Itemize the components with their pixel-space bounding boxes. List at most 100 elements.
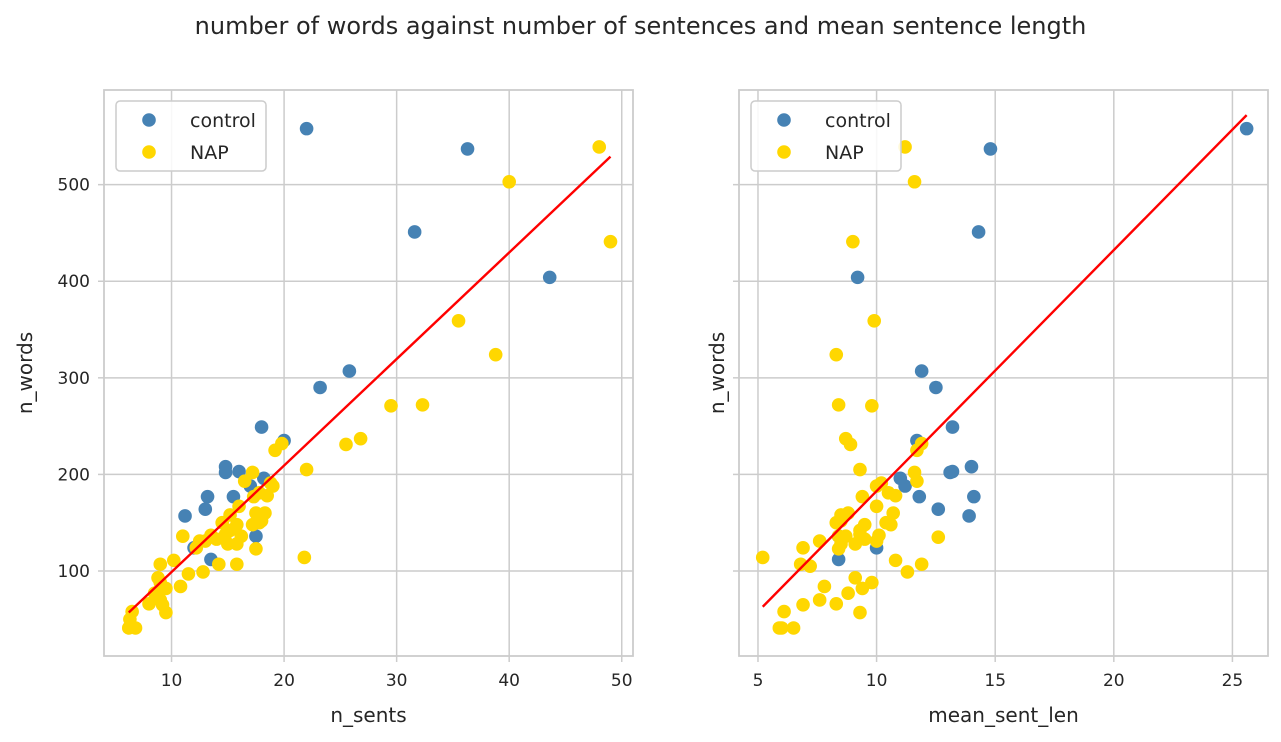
data-point-nap [829, 515, 844, 530]
data-point-nap [196, 565, 210, 579]
data-point-nap [812, 593, 827, 607]
data-point-nap [299, 462, 314, 477]
fit-line [127, 155, 612, 614]
data-point-nap [914, 436, 929, 451]
data-point-control [198, 502, 213, 516]
series-control [831, 121, 1254, 567]
data-point-nap [865, 399, 879, 413]
x-tick-label: 40 [498, 671, 520, 691]
data-point-nap [451, 314, 466, 328]
data-point-nap [384, 399, 398, 413]
data-point-nap [900, 565, 915, 579]
data-point-nap [869, 499, 884, 514]
data-point-control [254, 420, 269, 434]
scatter-panel-mean-sent-len: 5 10 15 20 25 mean_sent_len n_words control NAP [705, 89, 1269, 727]
x-tick-label: 20 [273, 671, 295, 691]
data-point-control [893, 471, 908, 486]
series-nap [121, 140, 618, 635]
data-point-nap [339, 437, 353, 452]
data-point-nap [353, 431, 368, 446]
data-point-nap [173, 579, 188, 594]
data-point-control [964, 459, 979, 474]
axes-frame [738, 89, 1269, 657]
axes-frame [103, 89, 634, 657]
data-point-nap [249, 541, 263, 556]
x-axis-label: n_sents [330, 703, 406, 727]
data-point-nap [843, 437, 858, 452]
data-point-control [407, 225, 422, 239]
data-point-nap [592, 140, 607, 154]
series-nap [755, 140, 946, 635]
data-point-nap [855, 489, 870, 504]
data-point-control [945, 420, 960, 434]
y-axis-label: n_words [13, 332, 37, 414]
data-point-nap [888, 488, 903, 503]
fit-line [761, 114, 1248, 608]
data-point-control [249, 529, 263, 544]
y-tick-label: 300 [58, 369, 90, 389]
y-tick-label: 500 [58, 176, 90, 196]
data-point-nap [884, 517, 898, 532]
data-point-nap [230, 537, 244, 551]
data-point-control [912, 489, 927, 504]
data-point-nap [855, 581, 870, 596]
data-point-control [200, 489, 215, 504]
data-point-control [542, 270, 557, 285]
data-point-control [931, 502, 946, 516]
data-point-nap [254, 513, 269, 528]
data-point-control [299, 121, 314, 136]
data-point-nap [829, 347, 844, 362]
data-point-control [313, 380, 327, 395]
data-point-nap [869, 534, 884, 548]
data-point-control [967, 489, 981, 504]
legend-marker-nap [777, 145, 791, 159]
data-point-nap [159, 605, 173, 620]
data-point-nap [831, 541, 846, 556]
y-tick-label: 200 [58, 465, 90, 485]
data-point-nap [297, 550, 312, 565]
data-point-nap [603, 234, 618, 249]
data-point-nap [153, 557, 168, 572]
x-tick-label: 25 [1222, 671, 1244, 691]
data-point-nap [275, 436, 289, 451]
data-point-control [218, 465, 233, 480]
data-point-nap [415, 398, 430, 412]
data-point-nap [796, 541, 810, 555]
data-point-nap [181, 567, 196, 581]
data-point-nap [812, 534, 827, 548]
data-point-nap [232, 499, 246, 514]
data-point-nap [230, 557, 244, 572]
data-point-control [1239, 121, 1254, 136]
legend-marker-control [142, 113, 156, 127]
data-point-nap [128, 621, 143, 635]
series-control [178, 121, 557, 567]
x-axis-label: mean_sent_len [928, 703, 1079, 727]
data-point-nap [245, 465, 260, 480]
scatter-panel-n-sents: 10 20 30 40 50 100 200 300 400 500 n_sents n_words c… [13, 89, 634, 727]
x-tick-label: 20 [1103, 671, 1125, 691]
data-point-nap [488, 347, 503, 362]
data-point-nap [175, 529, 190, 544]
legend-label-control: control [825, 110, 891, 132]
x-tick-label: 30 [386, 671, 408, 691]
data-point-nap [907, 174, 922, 189]
data-point-nap [853, 605, 867, 620]
legend-label-control: control [190, 110, 256, 132]
data-point-control [850, 270, 865, 285]
x-tick-label: 10 [866, 671, 888, 691]
data-point-nap [853, 462, 867, 477]
data-point-nap [209, 532, 224, 546]
data-point-nap [869, 479, 884, 493]
data-point-nap [755, 550, 770, 565]
data-point-control [929, 380, 943, 395]
data-point-nap [777, 604, 791, 619]
data-point-nap [786, 621, 801, 635]
data-point-nap [846, 234, 860, 249]
data-point-control [971, 225, 986, 239]
x-tick-label: 10 [161, 671, 183, 691]
data-point-nap [772, 621, 787, 635]
y-tick-label: 100 [58, 562, 90, 582]
y-tick-label: 400 [58, 272, 90, 292]
data-point-control [945, 464, 960, 479]
